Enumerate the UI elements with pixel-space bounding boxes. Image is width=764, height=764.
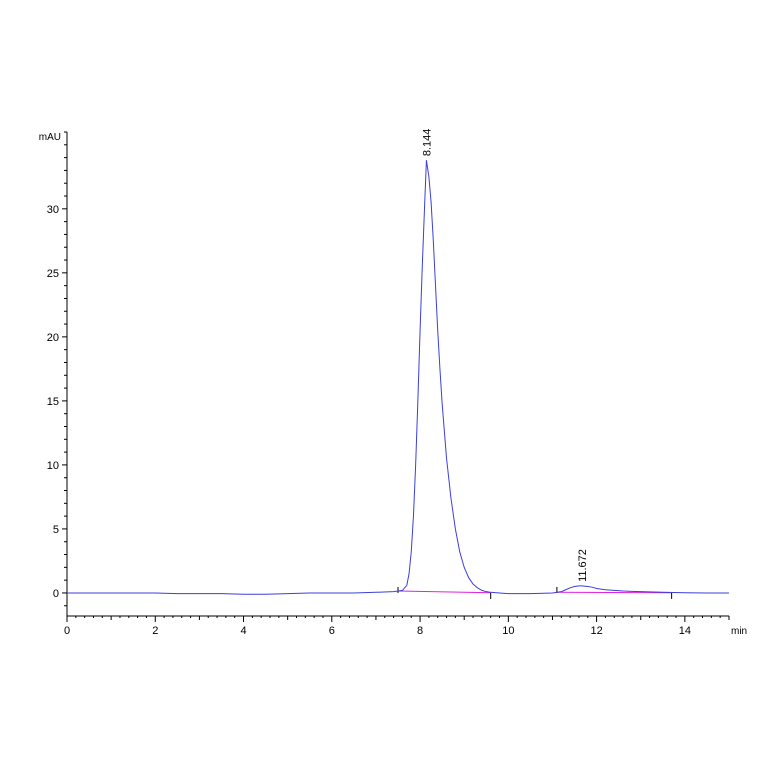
x-tick-label: 12 [590,625,602,637]
integration-baseline [397,590,491,594]
peak-retention-label: 11.672 [577,549,589,582]
y-tick-label: 25 [47,268,59,280]
x-tick-label: 10 [502,625,514,637]
y-axis-unit-label: mAU [39,132,61,143]
y-tick-label: 5 [53,524,59,536]
x-tick-label: 4 [240,625,246,637]
x-tick-label: 6 [329,625,335,637]
x-axis: 0 2 4 6 8 10 12 14 [64,615,730,637]
signal-series [67,160,729,595]
x-tick-label: 2 [152,625,158,637]
x-tick-label: 0 [64,625,70,637]
x-tick-label: 8 [417,625,423,637]
y-tick-label: 20 [47,332,59,344]
x-axis-unit-label: min [731,626,747,637]
integration-marks [397,586,673,599]
y-tick-label: 30 [47,204,59,216]
x-tick-label: 14 [679,625,691,637]
y-tick-label: 0 [53,588,59,600]
y-tick-label: 15 [47,396,59,408]
peak-annotations: 8.144 11.672 [421,129,589,582]
integration-baselines [397,590,672,594]
y-axis: 0 5 10 15 20 25 30 [47,131,68,616]
y-tick-label: 10 [47,460,59,472]
signal-line [67,160,729,595]
peak-retention-label: 8.144 [421,129,433,157]
